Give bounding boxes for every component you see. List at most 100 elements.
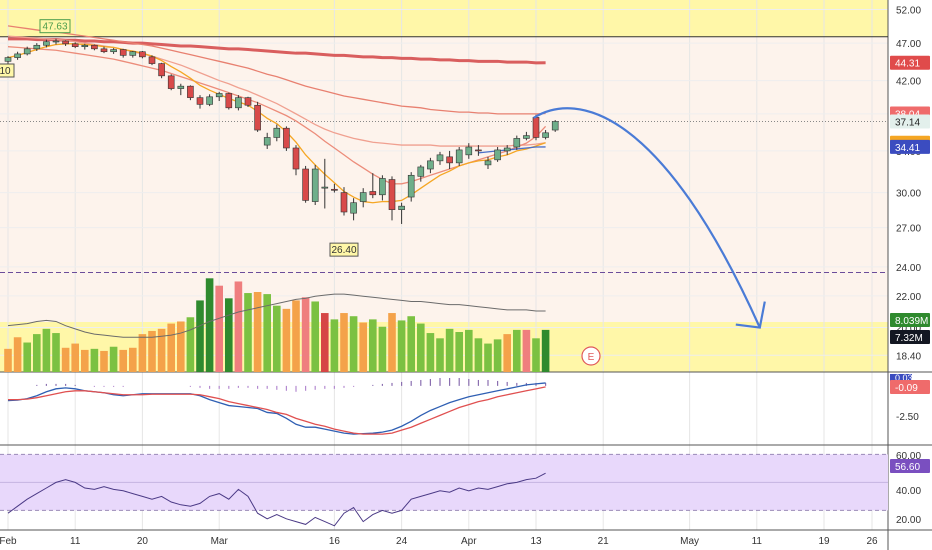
- candle-body: [33, 44, 41, 50]
- earnings-marker-circle: [581, 346, 601, 366]
- candle-body: [494, 149, 501, 161]
- candle-body: [215, 93, 223, 98]
- candle-body: [139, 51, 146, 58]
- volume-bar: [349, 316, 358, 372]
- price-panel: 47.63 26.40 10: [0, 19, 888, 329]
- moving-average-line: [478, 146, 546, 154]
- candle-body: [407, 174, 415, 198]
- volume-bar: [71, 343, 79, 372]
- time-tick-label: 20: [137, 536, 149, 547]
- candle-body: [369, 191, 377, 196]
- candle-body: [254, 104, 261, 131]
- volume-bar: [129, 347, 137, 372]
- candle-body: [359, 192, 367, 202]
- volume-panel: E: [4, 278, 601, 372]
- volume-bar: [225, 298, 233, 372]
- volume-bar: [388, 313, 396, 372]
- candle-body: [302, 168, 309, 201]
- volume-bar: [541, 329, 550, 372]
- volume-bar: [513, 329, 521, 372]
- volume-bar: [321, 313, 329, 372]
- rsi-badge-box: [890, 459, 930, 473]
- volume-bar: [33, 334, 41, 372]
- volume-bar: [157, 328, 166, 372]
- candle-body: [187, 85, 194, 98]
- candle-body: [244, 97, 252, 106]
- candle-body: [484, 160, 492, 166]
- volume-bar: [4, 348, 12, 372]
- candle-body: [4, 57, 12, 62]
- volume-bar: [436, 338, 444, 372]
- time-tick-label: 13: [530, 536, 542, 547]
- volume-bar: [52, 333, 60, 372]
- candle-body: [513, 138, 521, 148]
- high-label: 47.63: [39, 19, 71, 34]
- volume-bar: [397, 320, 406, 372]
- candle-body: [119, 49, 127, 56]
- volume-bar: [119, 349, 127, 372]
- price-badge-box: [890, 114, 930, 129]
- time-tick-label: Apr: [461, 536, 477, 547]
- rsi-badge-text: 56.60: [895, 462, 920, 473]
- macd-panel-background: [0, 374, 888, 444]
- moving-average-line: [8, 37, 546, 65]
- volume-bar: [138, 334, 147, 372]
- volume-bar: [109, 346, 118, 372]
- volume-bar: [455, 332, 463, 372]
- candle-body: [417, 166, 425, 177]
- volume-bar: [532, 338, 540, 372]
- macd-hidden-badge-text: 0.03: [895, 373, 913, 383]
- candle-body: [446, 156, 453, 164]
- candle-body: [167, 75, 175, 89]
- volume-bar: [311, 301, 319, 372]
- volume-moving-average: [7, 293, 546, 338]
- candle-body: [62, 40, 69, 45]
- volume-ma-badge: 7.32M: [890, 330, 930, 344]
- rsi-tick-label: 60.00: [896, 451, 921, 462]
- volume-bar: [100, 350, 108, 372]
- volume-bar: [196, 300, 204, 372]
- price-tick-label: 52.00: [896, 5, 921, 16]
- price-tick-label: 47.00: [896, 39, 921, 50]
- volume-bar: [234, 281, 243, 372]
- volume-bar: [465, 329, 473, 372]
- price-tick-label: 30.00: [896, 189, 921, 200]
- candle-body: [311, 168, 319, 202]
- time-tick-label: 11: [752, 536, 763, 547]
- price-panel-background: [0, 0, 888, 372]
- macd-signal-line: [8, 386, 546, 435]
- volume-badge: 8.039M: [890, 313, 930, 327]
- price-tick-label: 24.00: [896, 263, 921, 274]
- candle-body: [283, 127, 290, 149]
- price-badge-text: 37.14: [895, 118, 920, 129]
- candle-body: [398, 205, 405, 210]
- candle-body: [129, 51, 137, 56]
- axis-layer: 52.0047.0042.0038.0034.0030.0027.0024.00…: [0, 5, 930, 547]
- volume-bar: [503, 334, 511, 372]
- price-badge: 37.14: [890, 114, 930, 129]
- candle-body: [91, 44, 98, 50]
- volume-bar: [273, 305, 281, 372]
- volume-bar: [148, 330, 156, 372]
- price-tick-label: 18.40: [896, 351, 921, 362]
- candle-body: [196, 97, 204, 105]
- volume-bar: [301, 297, 310, 372]
- volume-bar: [369, 319, 377, 372]
- projection-arrow: [533, 107, 761, 328]
- price-badge-box: [890, 139, 930, 154]
- candle-body: [225, 93, 233, 109]
- price-badge: 34.41: [890, 139, 930, 154]
- volume-bar: [378, 326, 387, 372]
- macd-tick-label: -2.50: [896, 412, 919, 423]
- macd-badge: -0.09: [890, 380, 930, 394]
- rsi-tick-label: 20.00: [896, 515, 921, 526]
- candle-body: [436, 154, 444, 162]
- candle-body: [475, 149, 482, 152]
- volume-bar: [23, 342, 31, 372]
- macd-hidden-badge-box: [890, 374, 912, 381]
- high-label-box: [39, 19, 71, 34]
- candle-body: [81, 44, 89, 47]
- macd-badge-text: -0.09: [895, 383, 918, 394]
